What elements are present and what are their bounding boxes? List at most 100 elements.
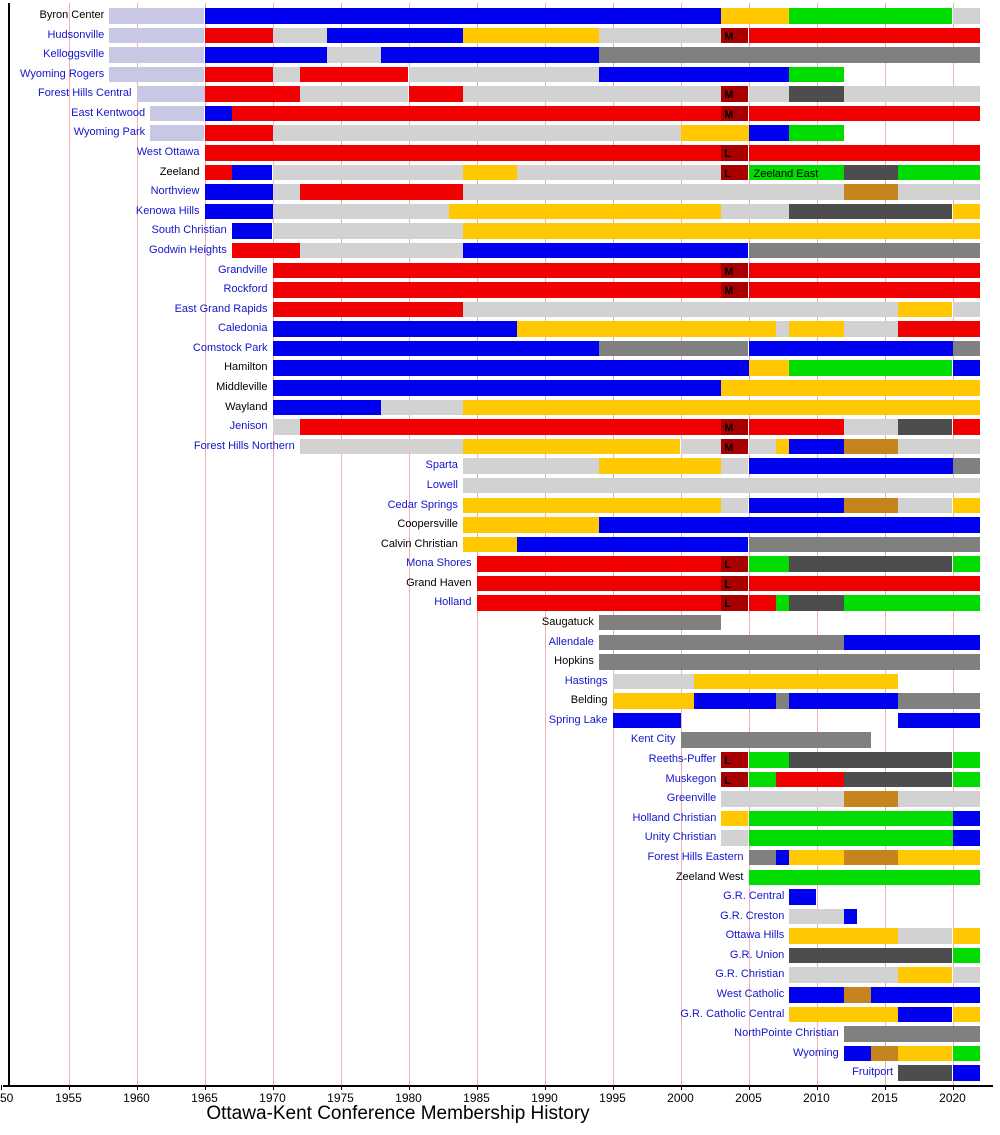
row-label-fruitport[interactable]: Fruitport [852, 1066, 894, 1079]
row-label-mona-shores[interactable]: Mona Shores [406, 557, 472, 570]
row-label-cedar-springs[interactable]: Cedar Springs [387, 498, 458, 511]
row-label-kelloggsville[interactable]: Kelloggsville [43, 48, 105, 61]
row-label-northpointe-christian[interactable]: NorthPointe Christian [734, 1027, 839, 1040]
bar-segment [952, 458, 980, 474]
bar-segment [898, 967, 953, 983]
row-label-coopersville: Coopersville [397, 518, 458, 531]
row-label-muskegon[interactable]: Muskegon [665, 772, 717, 785]
axis-tick-label-1950: 50 [0, 1091, 14, 1105]
bar-segment [789, 908, 844, 925]
row-label-south-christian[interactable]: South Christian [151, 224, 227, 237]
row-label-holland[interactable]: Holland [434, 596, 472, 609]
bar-segment [272, 262, 722, 279]
row-label-lowell[interactable]: Lowell [426, 478, 458, 491]
bar-segment [898, 164, 980, 181]
bar-segment [748, 242, 980, 259]
row-label-east-kentwood[interactable]: East Kentwood [71, 106, 146, 119]
axis-tick-2010 [816, 1085, 818, 1090]
row-label-spring-lake[interactable]: Spring Lake [548, 713, 608, 726]
division-letter: L [724, 598, 732, 611]
row-label-caledonia[interactable]: Caledonia [217, 322, 268, 335]
bar-segment [775, 321, 790, 337]
bar-segment [843, 184, 899, 200]
row-label-holland-christian[interactable]: Holland Christian [632, 811, 717, 824]
bar-segment: Zeeland East [748, 164, 844, 181]
row-label-east-grand-rapids[interactable]: East Grand Rapids [174, 302, 268, 315]
bar-segment [748, 536, 980, 553]
division-letter: M [724, 265, 734, 278]
axis-tick-label-2020: 2020 [939, 1091, 966, 1105]
division-letter: L [724, 559, 732, 572]
row-label-g-r-catholic-central[interactable]: G.R. Catholic Central [680, 1007, 785, 1020]
bar-segment [952, 1006, 980, 1023]
row-label-west-catholic[interactable]: West Catholic [716, 988, 785, 1000]
bar-segment [109, 47, 205, 63]
division-letter: M [724, 89, 734, 102]
division-letter: L [724, 148, 732, 161]
axis-tick-1970 [272, 1085, 274, 1090]
bar-segment [789, 438, 844, 455]
gridline-1970 [272, 3, 274, 1085]
row-label-g-r-creston[interactable]: G.R. Creston [720, 909, 785, 922]
bar-segment [748, 282, 980, 298]
bar-segment [898, 928, 953, 944]
row-label-greenville[interactable]: Greenville [666, 792, 717, 805]
row-label-wayland: Wayland [225, 400, 268, 413]
row-label-ottawa-hills[interactable]: Ottawa Hills [725, 929, 785, 942]
bar-segment [381, 47, 599, 63]
row-label-hamilton: Hamilton [224, 361, 268, 374]
row-label-comstock-park[interactable]: Comstock Park [192, 341, 268, 354]
bar-segment [204, 203, 273, 220]
gridline-1975 [340, 3, 342, 1085]
row-label-kenowa-hills[interactable]: Kenowa Hills [135, 204, 200, 217]
bar-segment [462, 184, 844, 200]
row-label-godwin-heights[interactable]: Godwin Heights [149, 243, 227, 256]
bar-segment [748, 752, 790, 768]
row-label-forest-hills-northern[interactable]: Forest Hills Northern [193, 439, 295, 452]
bar-segment [598, 47, 980, 63]
bar-segment [598, 654, 980, 670]
bar-segment: M [721, 262, 749, 279]
bar-segment [462, 164, 518, 181]
bar-segment [272, 184, 300, 200]
bar-segment [462, 497, 722, 513]
axis-tick-label-1995: 1995 [599, 1091, 626, 1105]
bar-segment [721, 8, 790, 24]
row-label-hudsonville[interactable]: Hudsonville [47, 28, 105, 41]
row-label-rockford[interactable]: Rockford [223, 283, 268, 296]
bar-segment [775, 595, 790, 611]
row-label-west-ottawa[interactable]: West Ottawa [136, 146, 200, 159]
row-label-wyoming-park[interactable]: Wyoming Park [73, 126, 146, 139]
row-label-allendale[interactable]: Allendale [548, 635, 594, 648]
row-label-g-r-christian[interactable]: G.R. Christian [715, 968, 785, 981]
bar-segment [150, 125, 205, 141]
axis-tick-1950 [0, 1085, 2, 1090]
row-label-reeths-puffer[interactable]: Reeths-Puffer [648, 753, 717, 766]
bar-segment [109, 27, 205, 44]
row-label-jenison[interactable]: Jenison [229, 420, 268, 433]
row-label-unity-christian[interactable]: Unity Christian [644, 831, 717, 844]
bar-segment [748, 262, 980, 279]
row-label-forest-hills-eastern[interactable]: Forest Hills Eastern [647, 850, 744, 863]
bar-segment [952, 301, 980, 318]
bar-segment [299, 438, 463, 455]
bar-segment [789, 928, 899, 944]
bar-segment [136, 86, 205, 102]
gridline-1980 [408, 3, 410, 1085]
row-label-kent-city[interactable]: Kent City [630, 733, 676, 746]
row-label-forest-hills-central[interactable]: Forest Hills Central [37, 87, 132, 100]
bar-segment [843, 908, 858, 925]
row-label-wyoming-rogers[interactable]: Wyoming Rogers [20, 67, 105, 80]
row-label-g-r-central[interactable]: G.R. Central [723, 890, 785, 903]
row-label-northview[interactable]: Northview [150, 185, 200, 198]
bar-segment [462, 301, 899, 318]
bar-segment [721, 810, 749, 827]
axis-tick-1965 [204, 1085, 206, 1090]
row-label-hastings[interactable]: Hastings [564, 674, 608, 687]
bar-segment [748, 145, 980, 161]
row-label-byron-center: Byron Center [39, 9, 105, 21]
row-label-sparta[interactable]: Sparta [425, 459, 458, 472]
row-label-grandville[interactable]: Grandville [217, 263, 268, 276]
row-label-wyoming[interactable]: Wyoming [792, 1046, 839, 1059]
row-label-g-r-union[interactable]: G.R. Union [729, 948, 785, 961]
